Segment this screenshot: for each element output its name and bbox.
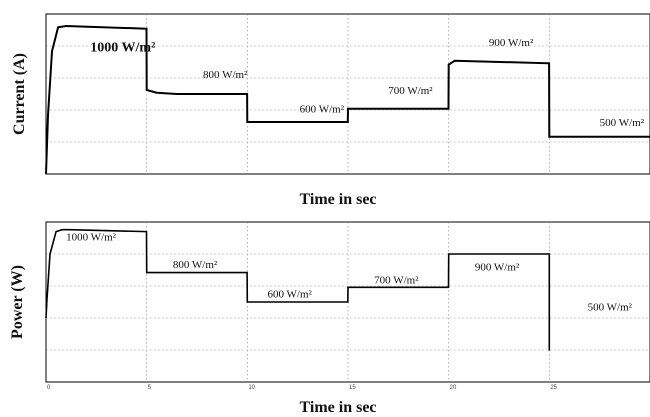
power-x-axis-label: Time in sec [299,399,376,416]
irradiance-annotation: 500 W/m² [588,301,633,313]
current-annotations: 1000 W/m² 800 W/m² 600 W/m² 700 W/m² 900 W/m… [90,37,644,129]
irradiance-annotation: 600 W/m² [300,104,345,116]
x-tick-label: 0 [47,385,51,391]
x-tick-label: 15 [349,385,356,391]
current-y-axis-label: Current (A) [11,53,28,135]
x-tick-label: 20 [450,385,457,391]
power-series-line [45,228,551,351]
irradiance-annotation: 1000 W/m² [90,40,155,55]
x-tick-label: 5 [148,385,152,391]
x-tick-label: 10 [248,385,255,391]
irradiance-annotation: 900 W/m² [489,37,534,49]
irradiance-annotation: 700 W/m² [374,274,419,286]
irradiance-annotation: 800 W/m² [203,69,248,81]
irradiance-annotation: 800 W/m² [173,259,218,271]
current-chart: 1000 W/m² 800 W/m² 600 W/m² 700 W/m² 900 W/m… [11,13,650,208]
irradiance-annotation: 700 W/m² [388,85,433,97]
current-x-axis-label: Time in sec [299,191,376,208]
irradiance-annotation: 1000 W/m² [66,232,117,244]
power-chart: 0 5 10 15 20 25 1000 W/m² 800 W/m² 600 W/m² 700 … [9,221,650,416]
irradiance-annotation: 900 W/m² [475,262,520,274]
x-tick-label: 25 [550,385,557,391]
power-y-axis-label: Power (W) [9,265,26,339]
current-series-line [45,24,650,175]
irradiance-annotation: 500 W/m² [600,117,645,129]
irradiance-annotation: 600 W/m² [267,289,312,301]
power-annotations: 1000 W/m² 800 W/m² 600 W/m² 700 W/m² 900 W/m… [66,232,632,314]
power-tick-labels: 0 5 10 15 20 25 [47,385,558,391]
